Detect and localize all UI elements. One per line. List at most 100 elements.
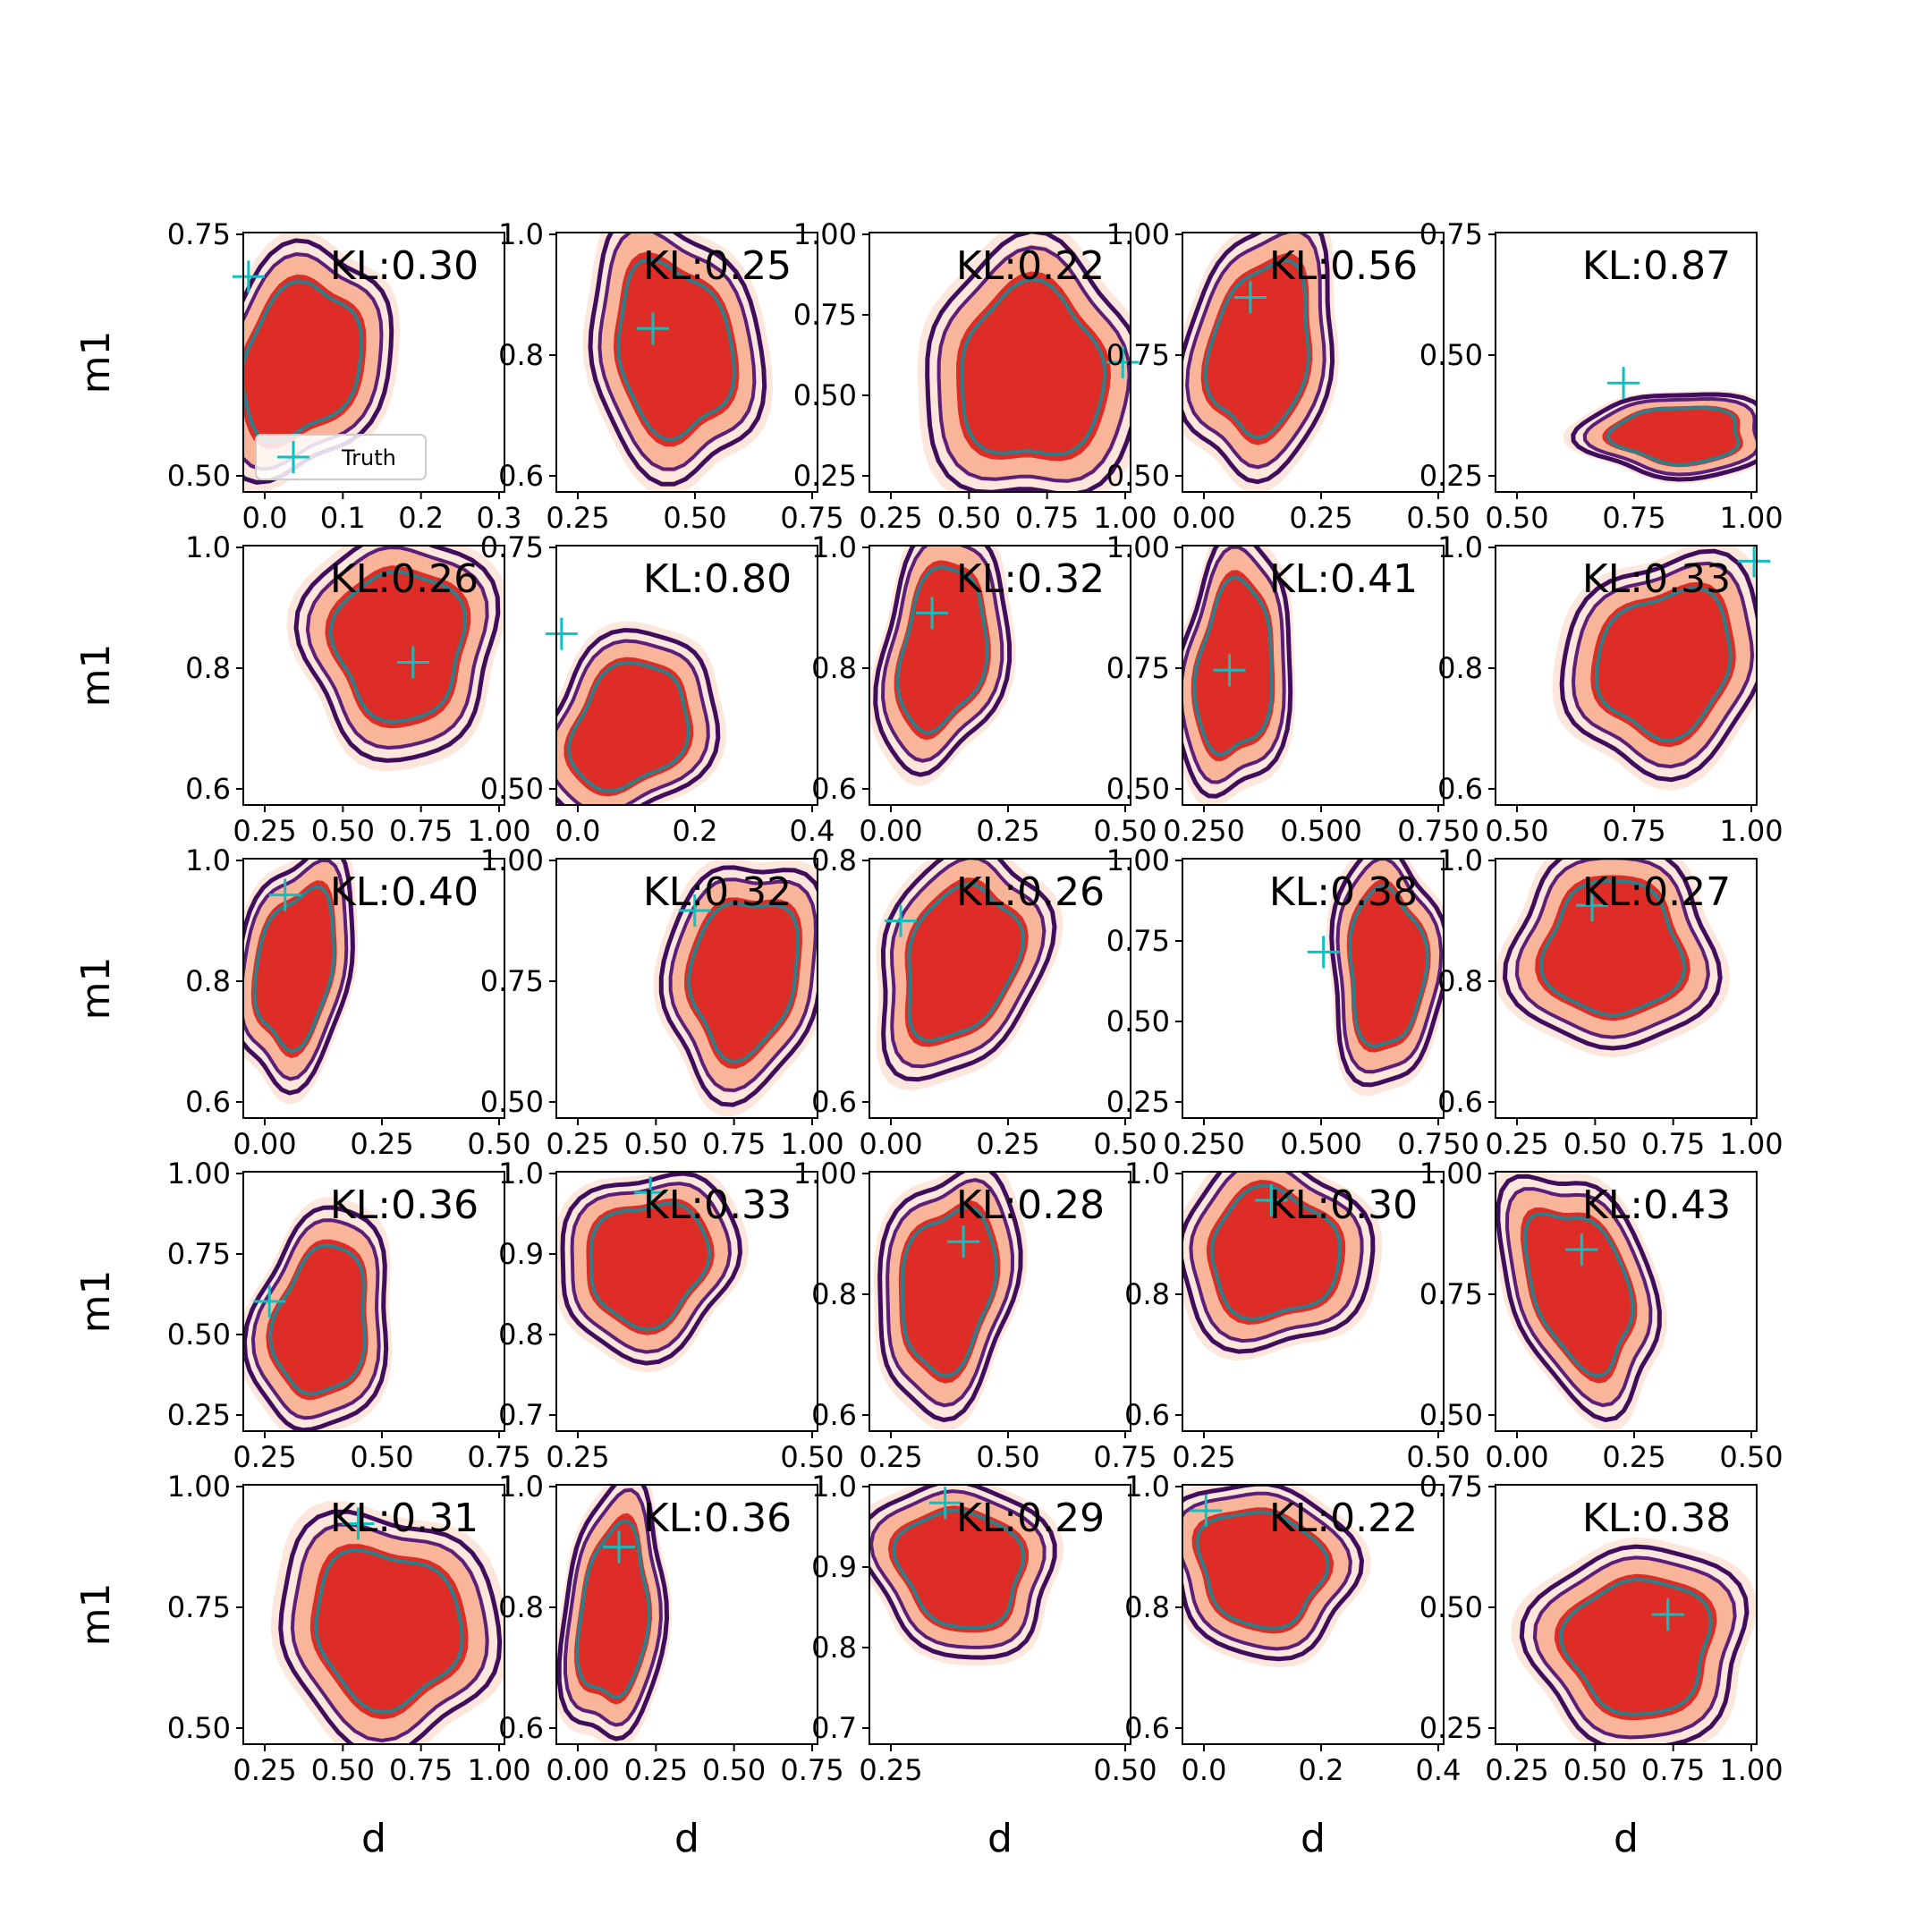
y-tick-label: 1.0 <box>811 530 857 564</box>
panel-9: KL:0.41 0.250 0.500 0.750 1.00 0.75 0.50 <box>1106 530 1479 848</box>
kl-label: KL:0.36 <box>330 1182 479 1228</box>
truth-marker <box>268 878 301 911</box>
contour-line-outer <box>1182 1485 1365 1662</box>
contour-line-mid <box>889 859 1046 1069</box>
contour-line-inner <box>268 1243 367 1396</box>
contour-group <box>1326 859 1444 1096</box>
contour-line-mid <box>1504 1187 1653 1408</box>
x-tick-label: 1.00 <box>1719 1127 1783 1161</box>
contour-line-outer <box>1559 548 1757 783</box>
x-tick-label: 0.3 <box>477 501 522 535</box>
kl-label: KL:0.87 <box>1582 243 1731 289</box>
contour-line-outer <box>1182 233 1335 485</box>
truth-marker <box>1307 936 1340 969</box>
contour-line-outer <box>556 1485 670 1741</box>
x-tick-label: 0.75 <box>389 1753 453 1787</box>
kl-label: KL:0.33 <box>1582 556 1731 602</box>
y-tick-label: 0.6 <box>185 772 231 806</box>
y-tick-label: 0.25 <box>1419 459 1483 493</box>
contour-group <box>243 233 401 492</box>
y-tick-label: 0.6 <box>811 772 857 806</box>
y-tick-label: 0.7 <box>811 1711 857 1745</box>
axes-frame <box>869 232 1131 493</box>
y-tick-label: 1.00 <box>793 1157 857 1191</box>
y-axis-label: m1 <box>73 957 119 1021</box>
x-tick-label: 1.00 <box>1093 501 1157 535</box>
y-tick-label: 0.9 <box>811 1550 857 1584</box>
y-tick-label: 0.75 <box>1106 651 1170 685</box>
y-tick-label: 0.6 <box>1437 1085 1483 1119</box>
contour-group <box>917 233 1131 492</box>
contour-line-outer <box>588 233 767 487</box>
contour-line-inner <box>567 660 691 793</box>
kl-label: KL:0.43 <box>1582 1182 1731 1228</box>
x-axis-label: d <box>1614 1816 1639 1861</box>
kl-label: KL:0.31 <box>330 1496 479 1541</box>
y-tick-label: 0.50 <box>1419 1590 1483 1624</box>
y-axis-label: m1 <box>73 644 119 708</box>
contour-line-mid <box>1189 1172 1364 1343</box>
y-tick-label: 1.0 <box>185 530 231 564</box>
density-fill-inner <box>1535 875 1690 1021</box>
contour-line-mid <box>597 233 757 471</box>
panel-25: KL:0.38 0.25 0.50 0.75 1.00 0.75 0.50 0.25 d <box>1419 1470 1784 1861</box>
y-tick-label: 0.6 <box>498 459 544 493</box>
contour-group <box>556 1172 750 1373</box>
y-tick-label: 1.00 <box>1106 530 1170 564</box>
x-tick-label: 1.00 <box>1719 1753 1783 1787</box>
x-tick-label: 0.500 <box>1280 1127 1362 1161</box>
x-tick-label: 0.25 <box>233 814 296 848</box>
x-tick-label: 0.50 <box>350 1440 413 1474</box>
x-tick-label: 0.50 <box>780 1440 843 1474</box>
axes-frame <box>1495 1171 1758 1432</box>
truth-marker <box>1738 545 1771 578</box>
x-tick-label: 0.75 <box>389 814 453 848</box>
x-tick-label: 0.50 <box>467 1127 530 1161</box>
x-tick-label: 1.00 <box>1719 814 1783 848</box>
y-tick-label: 1.00 <box>1106 217 1170 251</box>
contour-group <box>1182 233 1339 492</box>
x-tick-label: 0.75 <box>1602 501 1665 535</box>
contour-line-inner <box>589 1201 712 1332</box>
x-tick-label: 0.25 <box>1289 501 1352 535</box>
x-tick-label: 0.25 <box>1485 1127 1548 1161</box>
contour-group <box>243 859 359 1105</box>
density-fill-inner <box>614 251 740 447</box>
x-tick-label: 0.50 <box>1406 1440 1470 1474</box>
x-tick-label: 0.750 <box>1397 1127 1479 1161</box>
y-tick-label: 0.50 <box>1106 459 1170 493</box>
contour-line-inner <box>1195 1510 1330 1631</box>
contour-group <box>1496 1172 1667 1431</box>
contour-group <box>869 1485 1063 1666</box>
x-tick-label: 0.50 <box>311 1753 375 1787</box>
x-tick-label: 0.50 <box>311 814 375 848</box>
x-tick-label: 0.50 <box>663 501 726 535</box>
axes-frame <box>1182 858 1445 1119</box>
x-tick-label: 0.25 <box>624 1753 688 1787</box>
axes-frame <box>555 858 818 1119</box>
contour-line-outer <box>1496 1174 1662 1423</box>
y-tick-label: 0.50 <box>793 378 857 412</box>
panel-15: KL:0.27 0.25 0.50 0.75 1.00 1.0 0.8 0.6 <box>1437 843 1784 1161</box>
contour-line-inner <box>900 1205 998 1378</box>
truth-marker <box>1576 889 1609 922</box>
y-tick-label: 0.8 <box>1124 1277 1170 1311</box>
contour-line-inner <box>314 1548 464 1715</box>
contour-line-mid <box>1182 1491 1352 1651</box>
y-axis-label: m1 <box>73 331 119 394</box>
x-tick-label: 0.0 <box>1182 1753 1227 1787</box>
y-tick-label: 1.00 <box>1419 1157 1483 1191</box>
x-tick-label: 0.75 <box>780 1753 843 1787</box>
contour-line-outer <box>1502 859 1723 1051</box>
density-fill-inner <box>243 274 367 450</box>
y-tick-label: 0.6 <box>1124 1711 1170 1745</box>
y-tick-label: 1.00 <box>793 217 857 251</box>
contour-line-inner <box>616 257 736 442</box>
panel-4: KL:0.56 0.00 0.25 0.50 1.00 0.75 0.50 <box>1106 217 1470 535</box>
axes-frame <box>1182 1484 1445 1745</box>
y-tick-label: 0.8 <box>185 964 231 998</box>
truth-marker <box>1190 1495 1223 1527</box>
contour-line-mid <box>668 877 818 1093</box>
x-tick-label: 0.250 <box>1163 1127 1245 1161</box>
x-tick-label: 0.75 <box>467 1440 530 1474</box>
